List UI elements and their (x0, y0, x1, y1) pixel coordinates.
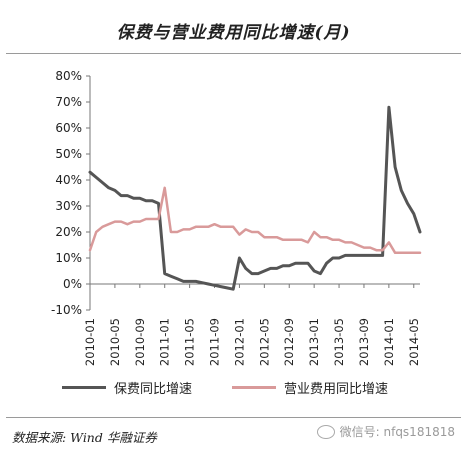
x-tick-label: 2012-05 (257, 318, 271, 366)
chart-title: 保费与营业费用同比增速(月) (116, 23, 351, 43)
chart-series (88, 105, 422, 291)
legend-swatch-premium (62, 386, 106, 389)
y-tick-label: 10% (55, 251, 82, 265)
series-line-1 (88, 186, 422, 255)
x-tick-label: 2010-01 (83, 318, 97, 366)
x-tick-label: 2012-01 (232, 318, 246, 366)
legend-item-premium: 保费同比增速 (62, 378, 192, 397)
legend-label-premium: 保费同比增速 (114, 382, 193, 397)
x-tick-label: 2014-01 (382, 318, 396, 366)
x-tick-label: 2014-05 (407, 318, 421, 366)
chart-axes: -10% 0% 10% 20% 30% 40% 50% 60% 70% 80% 2010-01 201… (51, 69, 421, 366)
legend-item-expense: 营业费用同比增速 (232, 378, 388, 397)
y-tick-label: 80% (55, 69, 82, 83)
x-tick-label: 2010-05 (108, 318, 122, 366)
bottom-divider (6, 417, 461, 418)
x-tick-label: 2010-09 (133, 318, 147, 366)
x-tick-label: 2012-09 (282, 318, 296, 366)
y-tick-label: 20% (55, 225, 82, 239)
y-tick-label: 70% (55, 95, 82, 109)
x-tick-label: 2013-01 (307, 318, 321, 366)
x-tick-label: 2011-09 (208, 318, 222, 366)
y-tick-label: 40% (55, 173, 82, 187)
watermark-text: 微信号: nfqs181818 (339, 425, 455, 439)
watermark: 微信号: nfqs181818 (316, 423, 455, 440)
y-tick-label: 0% (63, 277, 82, 291)
source-note: 数据来源: Wind 华融证券 (12, 430, 157, 445)
legend-swatch-expense (232, 386, 276, 389)
x-tick-label: 2013-05 (332, 318, 346, 366)
chart-legend: 保费同比增速 营业费用同比增速 (0, 378, 467, 400)
series-line-0 (88, 105, 422, 291)
x-tick-label: 2013-09 (357, 318, 371, 366)
legend-label-expense: 营业费用同比增速 (284, 382, 389, 397)
y-tick-label: 60% (55, 121, 82, 135)
wechat-icon (316, 424, 335, 439)
x-tick-label: 2011-05 (183, 318, 197, 366)
y-tick-label: 30% (55, 199, 82, 213)
y-tick-label: 50% (55, 147, 82, 161)
y-tick-label: -10% (51, 303, 82, 317)
x-tick-label: 2011-01 (158, 318, 172, 366)
top-divider (6, 53, 461, 54)
